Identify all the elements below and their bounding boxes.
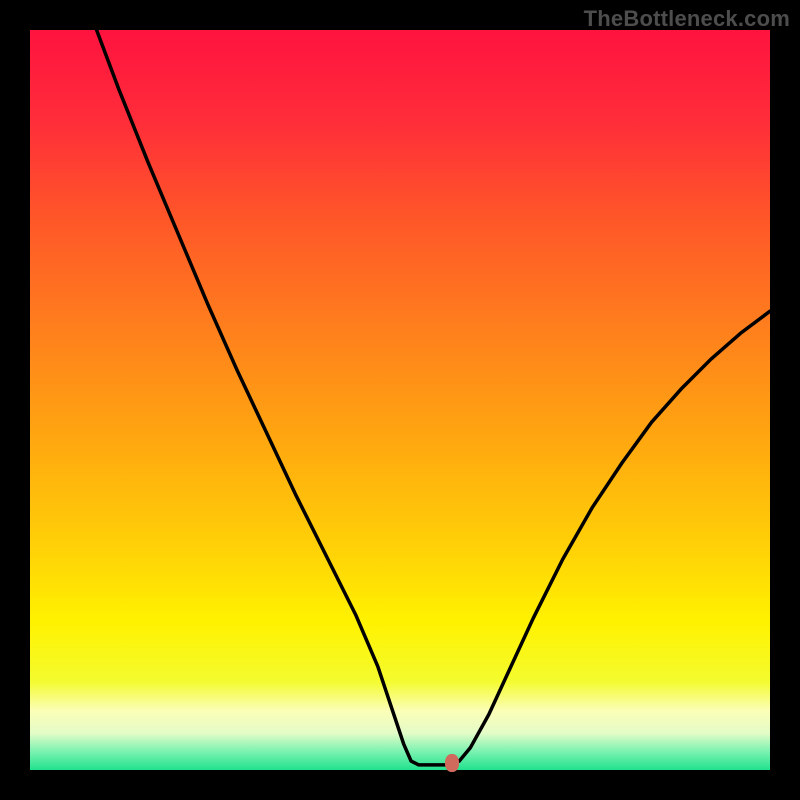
chart-plot-area: [30, 30, 770, 770]
bottleneck-curve: [97, 30, 770, 765]
optimal-point-marker: [445, 754, 459, 772]
watermark-text: TheBottleneck.com: [584, 6, 790, 32]
chart-curve-svg: [30, 30, 770, 770]
